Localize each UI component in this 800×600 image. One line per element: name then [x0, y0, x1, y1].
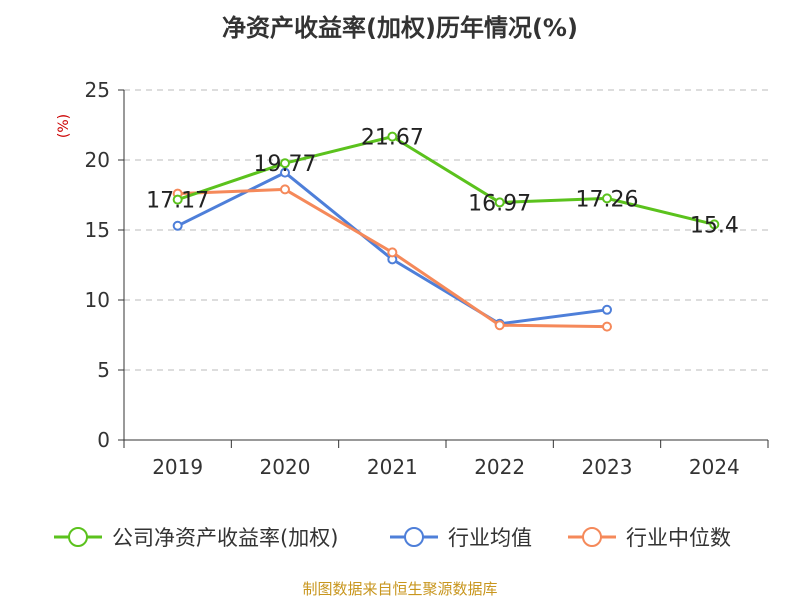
data-point-3	[494, 320, 505, 331]
data-point-2	[602, 304, 612, 315]
data-point-1	[709, 219, 720, 230]
source-note: 制图数据来自恒生聚源数据库	[302, 580, 498, 598]
data-point-3	[280, 184, 290, 195]
legend-marker	[68, 527, 88, 547]
y-tick-label: 0	[97, 428, 110, 452]
data-label: 21.67	[361, 126, 424, 151]
x-tick-label: 2019	[152, 455, 203, 479]
legend-item-1: 公司净资产收益率(加权)	[54, 526, 338, 550]
legend-item-2: 行业均值	[390, 526, 532, 550]
y-axis-title: (%)	[56, 114, 72, 138]
x-tick-label: 2021	[367, 455, 418, 479]
data-label: 17.26	[576, 187, 639, 212]
legend-item-3: 行业中位数	[568, 526, 731, 550]
data-point-2	[280, 167, 290, 178]
legend-marker	[582, 527, 602, 547]
y-tick-label: 10	[85, 288, 110, 312]
series-line-1	[177, 135, 715, 226]
x-tick-label: 2024	[689, 455, 740, 479]
x-tick-label: 2020	[260, 455, 311, 479]
legend-marker	[404, 527, 424, 547]
legend-label: 公司净资产收益率(加权)	[112, 526, 338, 550]
x-tick-label: 2022	[474, 455, 525, 479]
chart-title: 净资产收益率(加权)历年情况(%)	[222, 14, 578, 42]
data-point-1	[602, 193, 612, 204]
legend-label: 行业均值	[448, 526, 532, 550]
data-point-2	[172, 220, 183, 231]
data-label: 15.4	[690, 213, 739, 238]
data-point-3	[387, 247, 398, 258]
data-point-1	[387, 131, 398, 142]
data-point-3	[602, 321, 612, 332]
data-label: 16.97	[468, 191, 531, 216]
y-tick-label: 20	[85, 148, 110, 172]
x-tick-label: 2023	[582, 455, 633, 479]
y-tick-label: 15	[85, 218, 110, 242]
data-point-1	[494, 197, 505, 208]
data-point-1	[280, 158, 290, 169]
data-point-1	[172, 194, 183, 205]
legend-label: 行业中位数	[626, 526, 731, 550]
y-tick-label: 5	[97, 358, 110, 382]
data-label: 17.17	[146, 189, 209, 214]
y-tick-label: 25	[85, 78, 110, 102]
data-label: 19.77	[254, 152, 317, 177]
